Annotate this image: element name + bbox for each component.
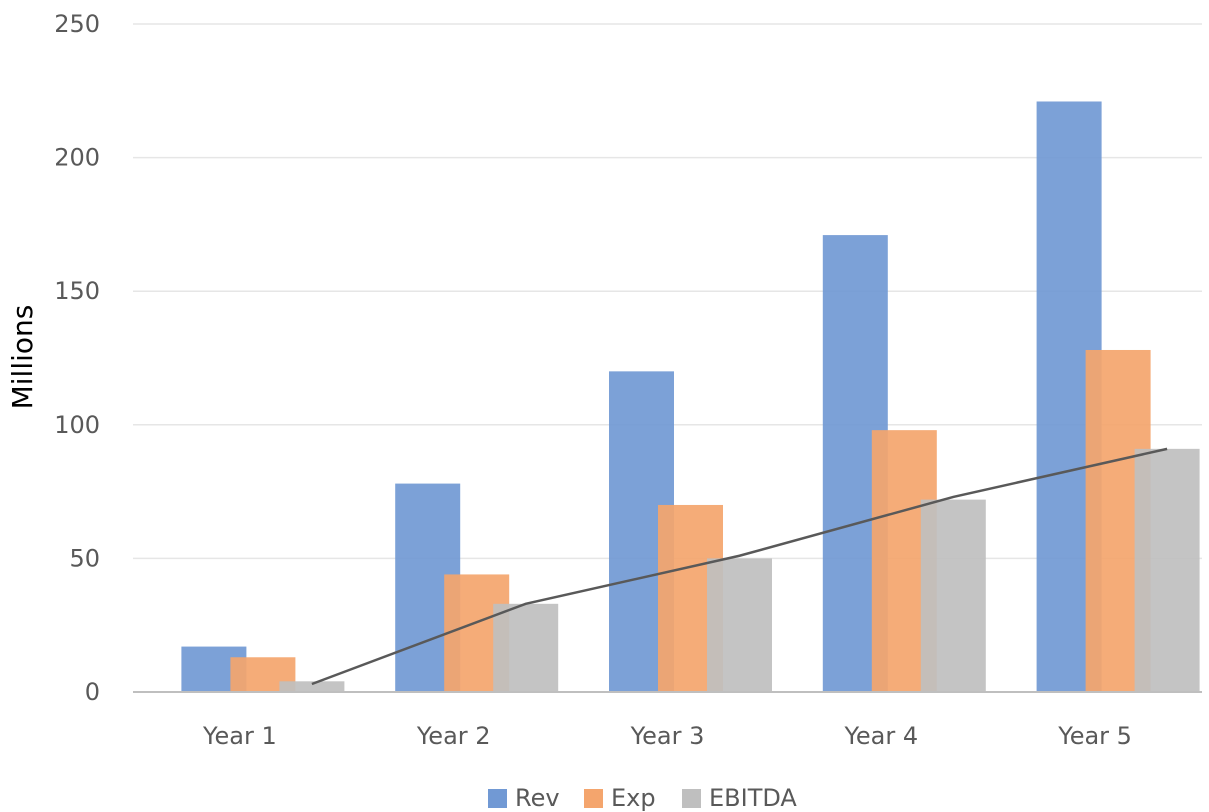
legend-label-exp: Exp	[611, 784, 656, 812]
y-axis-ticks: 0 50 100 150 200 250	[54, 10, 100, 706]
x-tick-label-5: Year 5	[1057, 722, 1132, 750]
bar-ebitda-1	[279, 681, 345, 692]
legend-swatch-ebitda	[682, 789, 701, 808]
y-tick-label-250: 250	[54, 10, 100, 38]
legend-swatch-exp	[584, 789, 603, 808]
y-tick-label-50: 50	[69, 544, 100, 572]
y-tick-label-100: 100	[54, 411, 100, 439]
y-tick-label-150: 150	[54, 277, 100, 305]
legend-label-ebitda: EBITDA	[709, 784, 797, 812]
legend-label-rev: Rev	[515, 784, 560, 812]
bar-ebitda-5	[1134, 448, 1200, 692]
bar-ebitda-3	[707, 558, 772, 692]
gridlines	[133, 23, 1202, 560]
y-tick-label-200: 200	[54, 144, 100, 172]
bar-ebitda-2	[493, 603, 559, 692]
x-tick-label-2: Year 2	[416, 722, 491, 750]
x-tick-label-3: Year 3	[630, 722, 705, 750]
x-tick-label-4: Year 4	[843, 722, 918, 750]
trendline	[311, 447, 1168, 686]
x-axis-ticks: Year 1 Year 2 Year 3 Year 4 Year 5	[202, 722, 1132, 750]
trendline-path	[311, 447, 1168, 686]
y-axis-title: Millions	[6, 305, 39, 410]
legend-swatch-rev	[488, 789, 507, 808]
bar-ebitda-4	[920, 499, 986, 692]
y-tick-label-0: 0	[85, 678, 100, 706]
x-tick-label-1: Year 1	[202, 722, 277, 750]
bars	[181, 101, 1200, 693]
legend: Rev Exp EBITDA	[488, 784, 797, 812]
